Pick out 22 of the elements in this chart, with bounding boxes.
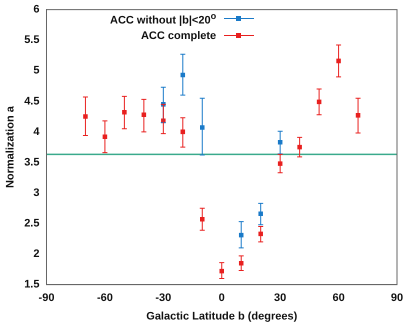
y-tick-label: 3.5: [24, 156, 40, 168]
x-tick-label: -90: [38, 292, 54, 304]
x-tick-label: -30: [155, 292, 172, 304]
y-tick-label: 1.5: [24, 278, 40, 291]
x-axis-title: Galactic Latitude b (degrees): [146, 310, 298, 322]
y-tick-label: 3: [33, 186, 40, 199]
y-axis-title: Normalization a: [4, 105, 17, 188]
y-tick-label: 5: [33, 64, 40, 77]
legend-label: ACC without |b|<20$^{o}$: [110, 10, 216, 26]
x-tick-label: 90: [390, 292, 404, 304]
legend-label: ACC complete: [140, 30, 216, 42]
y-tick-label: 4.5: [24, 95, 40, 108]
x-tick-label: -60: [96, 292, 113, 304]
y-tick-label: 2: [33, 248, 40, 260]
x-tick-label: 0: [218, 292, 225, 304]
y-tick-label: 2.5: [24, 218, 40, 230]
x-tick-label: 60: [332, 292, 345, 304]
x-tick-label: 30: [274, 292, 286, 304]
y-tick-label: 6: [33, 4, 40, 16]
y-tick-label: 5.5: [24, 34, 40, 46]
point: [180, 72, 186, 78]
y-tick-label: 4: [33, 126, 40, 138]
